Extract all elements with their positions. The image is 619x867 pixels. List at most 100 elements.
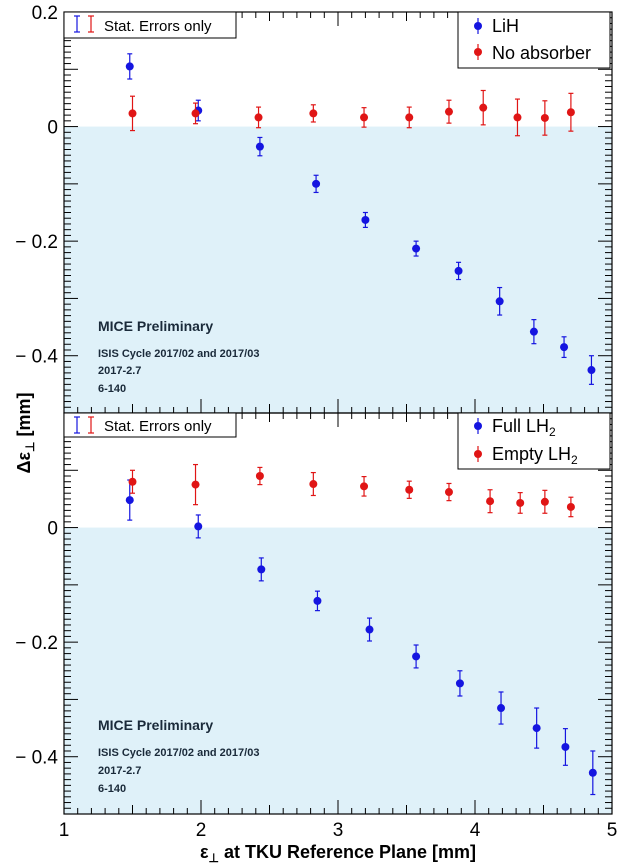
blue-error-bar-icon	[74, 416, 80, 434]
marker	[497, 704, 506, 713]
negative-region-shade	[64, 126, 612, 414]
marker	[255, 472, 264, 481]
data-point	[125, 479, 134, 521]
marker	[309, 109, 318, 118]
marker	[125, 496, 134, 505]
stat-errors-label: Stat. Errors only	[104, 18, 212, 35]
marker	[540, 113, 549, 122]
legend: LiH No absorber	[457, 11, 611, 69]
data-point	[313, 590, 322, 612]
stat-errors-label: Stat. Errors only	[104, 418, 212, 435]
annotation: MICE Preliminary ISIS Cycle 2017/02 and …	[98, 717, 259, 795]
data-point	[513, 98, 522, 137]
marker	[360, 113, 369, 122]
data-point	[540, 100, 549, 136]
y-tick-label: 0	[47, 519, 58, 540]
stat-errors-box: Stat. Errors only	[63, 412, 237, 438]
data-point	[312, 174, 321, 194]
marker	[479, 103, 488, 112]
data-point	[532, 707, 541, 749]
data-point	[529, 319, 538, 345]
data-points	[125, 53, 596, 385]
marker	[560, 343, 569, 352]
marker	[540, 497, 549, 506]
marker	[254, 113, 263, 122]
marker	[587, 366, 596, 375]
marker	[309, 480, 318, 489]
legend-marker-full-lh2	[474, 418, 482, 434]
legend-label-full-lh2: Full LH2	[492, 416, 556, 439]
legend-label-empty-lh2: Empty LH2	[492, 444, 578, 467]
marker	[361, 215, 370, 224]
data-point	[412, 240, 421, 257]
data-point	[309, 104, 318, 123]
marker	[313, 596, 322, 605]
red-error-bar-icon	[88, 416, 94, 434]
annotation-line-3: 6-140	[98, 783, 126, 795]
legend: Full LH2 Empty LH2	[457, 412, 611, 470]
data-point	[128, 95, 137, 132]
x-tick-label: 5	[607, 820, 618, 841]
data-point	[455, 670, 464, 697]
x-axis-title: ε⊥ at TKU Reference Plane [mm]	[200, 842, 476, 865]
data-point	[254, 106, 263, 129]
x-tick-label: 3	[333, 820, 344, 841]
data-point	[365, 617, 374, 642]
marker	[454, 266, 463, 275]
marker	[516, 498, 525, 507]
data-point	[191, 102, 200, 125]
data-point	[412, 644, 421, 669]
data-points	[125, 463, 597, 796]
y-tick-label: − 0.2	[15, 232, 58, 253]
marker	[255, 142, 264, 151]
annotation-line-1: ISIS Cycle 2017/02 and 2017/03	[98, 348, 259, 360]
marker	[561, 742, 570, 751]
data-point	[444, 482, 453, 502]
data-point	[540, 489, 549, 514]
marker	[128, 109, 137, 118]
data-point	[405, 480, 414, 499]
data-point	[360, 107, 369, 128]
data-point	[561, 728, 570, 766]
data-point	[495, 286, 504, 316]
marker	[405, 113, 414, 122]
marker	[125, 62, 134, 71]
annotation-line-1: ISIS Cycle 2017/02 and 2017/03	[98, 747, 259, 759]
legend-marker-no-absorber	[474, 44, 482, 60]
legend-marker-empty-lh2	[474, 446, 482, 462]
data-point	[360, 475, 369, 497]
blue-error-bar-icon	[74, 15, 80, 33]
data-point	[405, 106, 414, 129]
data-point	[479, 89, 488, 126]
marker	[191, 480, 200, 489]
marker	[191, 109, 200, 118]
annotation-line-2: 2017-2.7	[98, 365, 141, 377]
marker	[412, 244, 421, 253]
negative-region-shade	[64, 527, 612, 814]
y-tick-label: − 0.4	[15, 748, 58, 769]
marker	[444, 107, 453, 116]
marker	[412, 652, 421, 661]
annotation: MICE Preliminary ISIS Cycle 2017/02 and …	[98, 318, 259, 395]
plot-frame	[63, 412, 613, 815]
top-panel: 0.2 0 − 0.2 − 0.4 Stat. Errors only	[15, 3, 613, 414]
marker	[495, 297, 504, 306]
annotation-title: MICE Preliminary	[98, 717, 213, 733]
data-point	[191, 463, 200, 506]
y-tick-label: 0.2	[32, 3, 58, 24]
legend-marker-lih	[474, 18, 482, 34]
marker	[566, 108, 575, 117]
marker	[588, 768, 597, 777]
bottom-panel: 0 − 0.2 − 0.4 1 2 3 4 5 Stat. Errors only	[15, 412, 618, 841]
marker	[532, 724, 541, 733]
data-point	[361, 211, 370, 228]
y-axis-title: Δε⊥ [mm]	[14, 393, 37, 474]
data-point	[255, 466, 264, 486]
data-point	[309, 471, 318, 497]
data-point	[194, 514, 203, 539]
marker	[529, 327, 538, 336]
legend-label-no-absorber: No absorber	[492, 43, 591, 63]
y-tick-label: 0	[47, 118, 58, 139]
data-point	[497, 691, 506, 725]
y-tick-labels: 0 − 0.2 − 0.4	[15, 519, 58, 769]
